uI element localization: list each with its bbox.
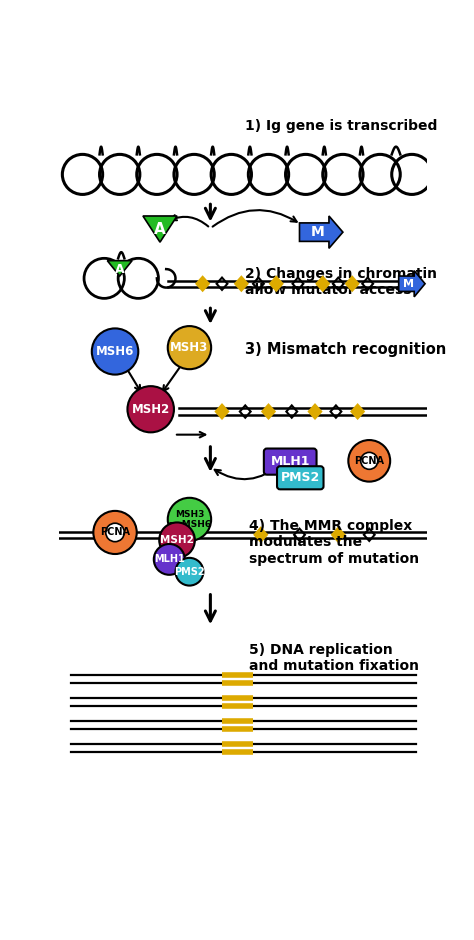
Polygon shape: [300, 216, 343, 248]
Text: PMS2: PMS2: [281, 471, 320, 484]
Polygon shape: [351, 404, 364, 418]
Polygon shape: [255, 528, 267, 541]
Text: A: A: [115, 262, 125, 275]
Polygon shape: [332, 528, 345, 541]
Text: 2) Changes in chromatin
allow mutator access: 2) Changes in chromatin allow mutator ac…: [245, 267, 437, 297]
Text: M: M: [310, 226, 324, 239]
Text: PMS2: PMS2: [174, 567, 205, 577]
Text: 4) The MMR complex
modulates the
spectrum of mutation: 4) The MMR complex modulates the spectru…: [249, 519, 419, 566]
Polygon shape: [143, 216, 177, 243]
Polygon shape: [196, 276, 209, 290]
FancyBboxPatch shape: [264, 448, 317, 475]
Circle shape: [361, 452, 378, 469]
Circle shape: [106, 524, 124, 541]
Text: 5) DNA replication
and mutation fixation: 5) DNA replication and mutation fixation: [249, 643, 419, 673]
Text: A: A: [154, 223, 166, 237]
Circle shape: [168, 498, 211, 540]
Text: 3) Mismatch recognition: 3) Mismatch recognition: [245, 342, 447, 357]
Circle shape: [128, 386, 174, 432]
Polygon shape: [317, 276, 329, 290]
Text: MSH6: MSH6: [96, 345, 134, 358]
Polygon shape: [216, 404, 228, 418]
Text: MSH3: MSH3: [170, 341, 209, 354]
Text: MSH2: MSH2: [132, 402, 170, 415]
Circle shape: [348, 440, 390, 481]
Circle shape: [93, 511, 137, 554]
Polygon shape: [235, 276, 247, 290]
Text: MSH2: MSH2: [160, 535, 194, 545]
Text: MLH1: MLH1: [271, 455, 310, 468]
FancyBboxPatch shape: [277, 466, 324, 490]
Text: PCNA: PCNA: [100, 527, 130, 538]
Text: 1) Ig gene is transcribed: 1) Ig gene is transcribed: [245, 119, 438, 133]
Circle shape: [154, 544, 185, 574]
Polygon shape: [399, 271, 425, 297]
Circle shape: [175, 557, 203, 586]
Circle shape: [159, 523, 195, 557]
Text: MSH3
or MSH6: MSH3 or MSH6: [168, 509, 211, 529]
Polygon shape: [346, 276, 358, 290]
Circle shape: [168, 326, 211, 369]
Polygon shape: [309, 404, 321, 418]
Text: PCNA: PCNA: [354, 456, 384, 466]
Polygon shape: [107, 260, 132, 276]
Circle shape: [92, 328, 138, 375]
Text: M: M: [403, 279, 414, 289]
Polygon shape: [270, 276, 283, 290]
Text: MLH1: MLH1: [154, 555, 185, 564]
Polygon shape: [262, 404, 275, 418]
